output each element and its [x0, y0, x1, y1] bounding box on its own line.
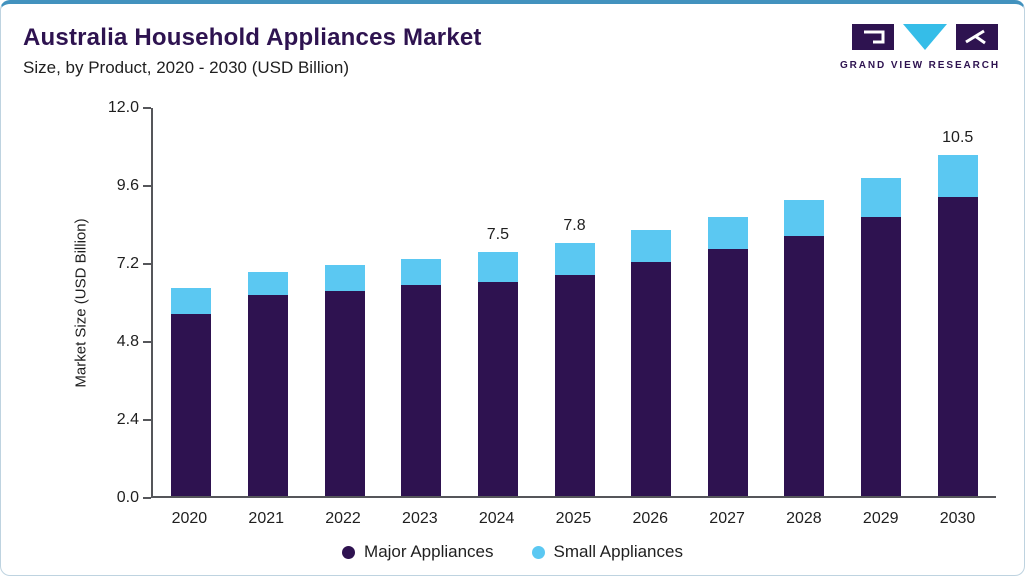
y-tick-mark [143, 419, 151, 421]
legend-swatch-icon [531, 545, 545, 559]
stacked-bar-2025 [554, 242, 595, 496]
stacked-bar-2030 [937, 154, 978, 496]
stacked-bar-2027 [707, 216, 748, 496]
legend-swatch-icon [342, 545, 356, 559]
stacked-bar-2029 [861, 177, 902, 496]
segment-small-appliances [631, 229, 672, 262]
y-tick-label: 2.4 [116, 411, 139, 428]
y-tick-label: 0.0 [116, 489, 139, 506]
bar-group-2024: 7.5 [460, 108, 537, 496]
chart-subtitle: Size, by Product, 2020 - 2030 (USD Billi… [23, 58, 349, 77]
y-tick-label: 12.0 [107, 99, 139, 116]
segment-small-appliances [861, 177, 902, 217]
stacked-bar-2023 [401, 258, 442, 496]
stacked-bar-2021 [247, 271, 288, 496]
legend-label: Major Appliances [364, 542, 494, 561]
x-tick-label: 2026 [632, 510, 669, 527]
segment-small-appliances [247, 271, 288, 295]
segment-small-appliances [401, 258, 442, 285]
chart-header: Australia Household Appliances Market Si… [23, 24, 1000, 78]
bar-group-2021 [230, 108, 307, 496]
x-axis: 2020 2021 2022 2023 2024 2025 2026 2027 2028 2029… [151, 510, 996, 528]
gvr-logo-text: GRAND VIEW RESEARCH [840, 60, 1000, 71]
legend-item-small-appliances: Small Appliances [531, 542, 683, 562]
x-tick-label: 2020 [171, 510, 208, 527]
y-tick-label: 9.6 [116, 177, 139, 194]
x-tick-label: 2024 [478, 510, 515, 527]
header-titles: Australia Household Appliances Market Si… [23, 24, 482, 78]
bar-value-label: 7.5 [486, 226, 509, 244]
x-tick-label: 2027 [709, 510, 745, 527]
stacked-bar-2028 [784, 200, 825, 496]
x-tick-label: 2029 [862, 510, 899, 527]
bar-group-2025: 7.8 [536, 108, 613, 496]
y-tick-label: 4.8 [116, 333, 139, 350]
segment-small-appliances [707, 216, 748, 249]
bar-group-2020 [153, 108, 230, 496]
segment-small-appliances [554, 242, 595, 275]
segment-small-appliances [477, 252, 518, 282]
segment-major-appliances [554, 275, 595, 496]
segment-major-appliances [631, 262, 672, 496]
segment-major-appliances [707, 249, 748, 496]
segment-small-appliances [937, 154, 978, 197]
stacked-bar-2022 [324, 265, 365, 496]
x-tick-label: 2022 [325, 510, 361, 527]
x-tick-label: 2030 [939, 510, 976, 527]
bar-group-2030: 10.5 [919, 108, 996, 496]
segment-major-appliances [477, 281, 518, 496]
y-tick-label: 7.2 [116, 255, 139, 272]
segment-small-appliances [171, 288, 212, 314]
y-axis-title: Market Size (USD Billion) [72, 218, 90, 388]
legend-label: Small Appliances [553, 542, 683, 561]
segment-major-appliances [861, 216, 902, 496]
bar-group-2023 [383, 108, 460, 496]
x-tick-label: 2028 [786, 510, 822, 527]
bar-value-label: 10.5 [942, 128, 974, 146]
y-tick-mark [143, 107, 151, 109]
y-tick-mark [143, 185, 151, 187]
stacked-bar-2020 [171, 288, 212, 496]
segment-major-appliances [324, 291, 365, 496]
segment-major-appliances [247, 294, 288, 496]
x-tick-label: 2025 [555, 510, 592, 527]
x-tick-label: 2023 [402, 510, 438, 527]
stacked-bar-2026 [631, 229, 672, 496]
plot-area: 7.5 7.8 10.5 [151, 108, 996, 498]
segment-small-appliances [784, 200, 825, 236]
bar-group-2027 [689, 108, 766, 496]
segment-small-appliances [324, 265, 365, 292]
gvr-logo: GRAND VIEW RESEARCH [840, 24, 1000, 71]
segment-major-appliances [401, 284, 442, 496]
segment-major-appliances [171, 314, 212, 496]
bar-group-2026 [613, 108, 690, 496]
chart-title: Australia Household Appliances Market [23, 24, 482, 51]
x-tick-label: 2021 [248, 510, 285, 527]
legend-item-major-appliances: Major Appliances [342, 542, 494, 562]
bar-group-2028 [766, 108, 843, 496]
gvr-logo-icon [852, 24, 998, 50]
bar-value-label: 7.8 [563, 216, 586, 234]
y-tick-mark [143, 263, 151, 265]
segment-major-appliances [937, 197, 978, 496]
stacked-bar-2024 [477, 252, 518, 496]
y-tick-mark [143, 341, 151, 343]
segment-major-appliances [784, 236, 825, 496]
legend: Major Appliances Small Appliances [1, 542, 1024, 562]
bar-group-2022 [306, 108, 383, 496]
y-tick-mark [143, 497, 151, 499]
bar-group-2029 [843, 108, 920, 496]
